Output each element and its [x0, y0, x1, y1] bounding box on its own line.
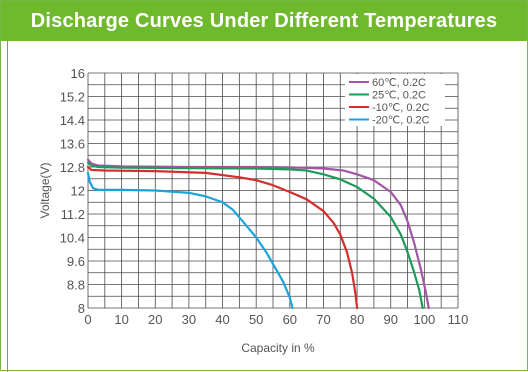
x-tick-label: 60	[283, 312, 297, 327]
legend-label-1: 60℃, 0.2C	[372, 77, 426, 89]
y-tick-label: 8	[78, 301, 85, 316]
x-tick-label: 110	[448, 312, 469, 327]
x-tick-label: 40	[215, 312, 229, 327]
x-axis-title: Capacity in %	[241, 341, 315, 355]
title-bar: Discharge Curves Under Different Tempera…	[1, 1, 527, 41]
series-line-1	[86, 158, 430, 310]
chart-title: Discharge Curves Under Different Tempera…	[30, 10, 498, 32]
series-line-4	[86, 171, 294, 310]
x-tick-label: 70	[316, 312, 330, 327]
y-tick-label: 12.8	[60, 160, 85, 175]
y-axis-title: Voltage(V)	[38, 162, 52, 218]
x-tick-label: 90	[383, 312, 397, 327]
y-tick-label: 15.2	[60, 90, 85, 105]
y-tick-label: 12	[71, 184, 85, 199]
series-line-3	[86, 165, 359, 310]
y-tick-label: 11.2	[61, 207, 85, 222]
x-tick-label: 10	[114, 312, 128, 327]
x-tick-label: 50	[249, 312, 263, 327]
series-line-2	[86, 161, 424, 310]
axes: 0 10 20 30 40 50 60 70 80 90 100 110 16 15.2 14.4 13.6 1…	[38, 66, 468, 355]
legend-label-4: -20℃, 0.2C	[372, 115, 430, 127]
y-tick-label: 16	[71, 66, 85, 81]
y-tick-label: 9.6	[67, 254, 85, 269]
legend-label-3: -10℃, 0.2C	[372, 102, 430, 114]
y-tick-label: 10.4	[60, 231, 85, 246]
x-tick-label: 0	[84, 312, 91, 327]
y-tick-label: 8.8	[67, 278, 85, 293]
x-tick-label: 80	[350, 312, 364, 327]
legend-label-2: 25℃, 0.2C	[372, 90, 426, 102]
x-tick-label: 20	[148, 312, 162, 327]
x-tick-label: 100	[414, 312, 436, 327]
curves	[86, 158, 430, 310]
y-tick-label: 14.4	[60, 113, 85, 128]
y-tick-label: 13.6	[60, 137, 85, 152]
left-divider	[7, 41, 8, 372]
x-tick-label: 30	[182, 312, 196, 327]
